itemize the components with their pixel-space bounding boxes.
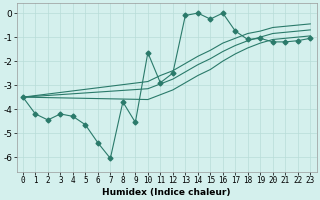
X-axis label: Humidex (Indice chaleur): Humidex (Indice chaleur) [102,188,231,197]
